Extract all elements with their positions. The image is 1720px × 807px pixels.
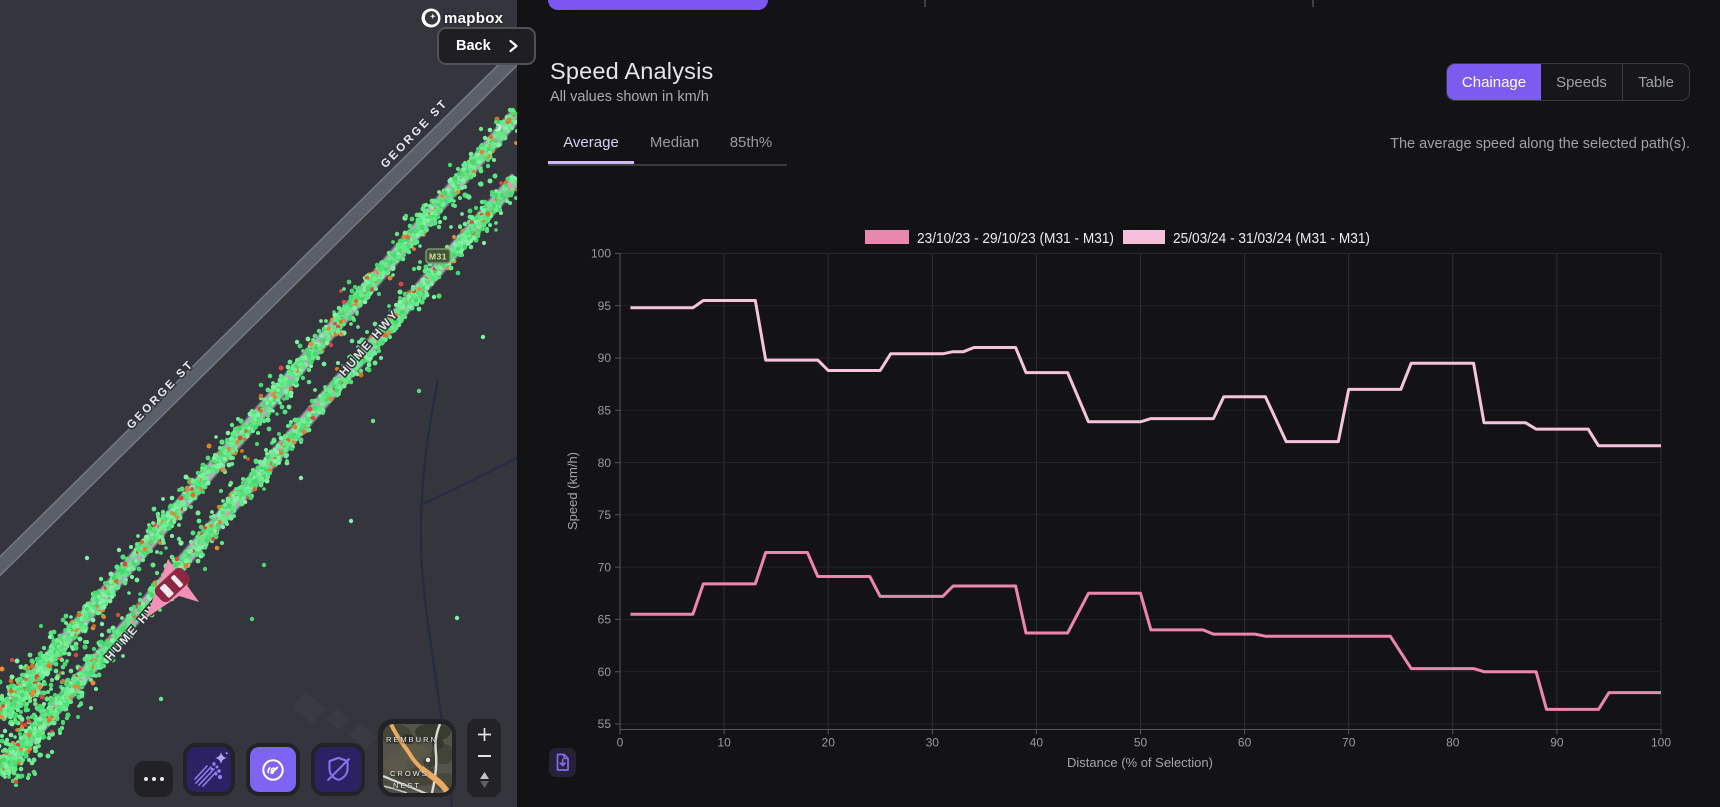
svg-text:95: 95 [598,299,612,313]
svg-text:65: 65 [598,613,612,627]
svg-text:25/03/24 - 31/03/24 (M31 - M31: 25/03/24 - 31/03/24 (M31 - M31) [1173,231,1370,247]
svg-text:90: 90 [598,351,612,365]
svg-text:30: 30 [926,736,940,750]
svg-text:55: 55 [598,717,612,731]
svg-text:80: 80 [598,456,612,470]
svg-text:75: 75 [598,508,612,522]
svg-text:40: 40 [1030,736,1044,750]
svg-text:90: 90 [1550,736,1564,750]
svg-text:0: 0 [617,736,624,750]
svg-text:20: 20 [822,736,836,750]
svg-text:50: 50 [1134,736,1148,750]
svg-text:100: 100 [1651,736,1671,750]
svg-text:Distance (% of Selection): Distance (% of Selection) [1067,755,1213,770]
svg-text:Speed (km/h): Speed (km/h) [565,452,580,530]
svg-text:80: 80 [1446,736,1460,750]
svg-text:70: 70 [598,560,612,574]
svg-text:23/10/23 - 29/10/23 (M31 - M31: 23/10/23 - 29/10/23 (M31 - M31) [917,231,1114,247]
svg-text:85: 85 [598,404,612,418]
svg-text:60: 60 [1238,736,1252,750]
svg-text:10: 10 [717,736,731,750]
svg-text:100: 100 [591,247,611,261]
svg-text:60: 60 [598,665,612,679]
svg-text:70: 70 [1342,736,1356,750]
